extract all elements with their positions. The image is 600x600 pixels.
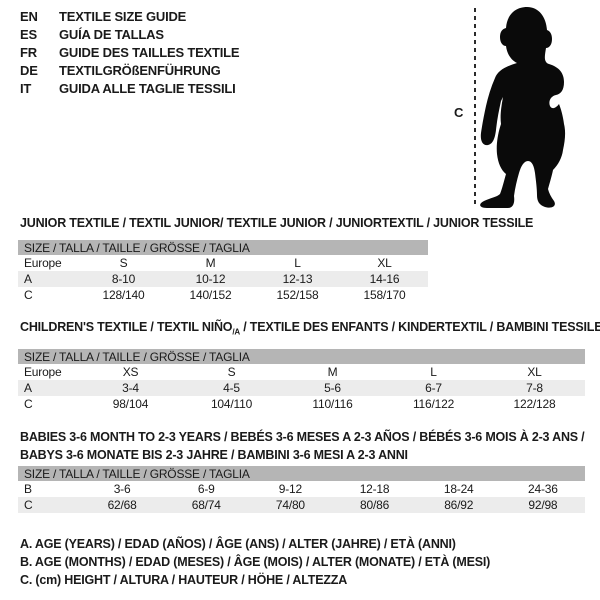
junior-size-table: SIZE / TALLA / TAILLE / GRÖSSE / TAGLIA … (18, 240, 428, 303)
cell: 62/68 (107, 498, 137, 512)
cell: 12-18 (359, 482, 390, 496)
cell: S (227, 365, 236, 379)
language-code: IT (20, 81, 32, 96)
cell: 116/122 (412, 397, 455, 411)
cell: 6-7 (425, 381, 442, 395)
babies-size-table: SIZE / TALLA / TAILLE / GRÖSSE / TAGLIA … (18, 466, 585, 513)
cell: 140/152 (189, 288, 232, 302)
cell: S (119, 256, 128, 270)
cell: 68/74 (191, 498, 221, 512)
table-row-height: C 98/104 104/110 110/116 116/122 122/128 (18, 396, 585, 412)
language-row-de: DE TEXTILGRÖßENFÜHRUNG (20, 62, 239, 80)
height-measure-dashed-line (474, 8, 476, 206)
table-row-height: C 62/68 68/74 74/80 80/86 86/92 92/98 (18, 497, 585, 513)
cell: 80/86 (360, 498, 390, 512)
guide-title-it: GUIDA ALLE TAGLIE TESSILI (59, 81, 236, 96)
row-label: A (24, 381, 32, 395)
children-title-suffix: / TEXTILE DES ENFANTS / KINDERTEXTIL / B… (239, 320, 600, 334)
language-code: ES (20, 27, 37, 42)
children-table-title: CHILDREN'S TEXTILE / TEXTIL NIÑO/A / TEX… (20, 318, 600, 342)
cell: 7-8 (526, 381, 543, 395)
row-label: Europe (24, 256, 62, 270)
guide-title-fr: GUIDE DES TAILLES TEXTILE (59, 45, 240, 60)
legend-footnotes: A. AGE (YEARS) / EDAD (AÑOS) / ÂGE (ANS)… (20, 535, 490, 589)
cell: 74/80 (275, 498, 305, 512)
table-row-europe: Europe S M L XL (18, 255, 428, 271)
language-code: DE (20, 63, 38, 78)
babies-title-line2: BABYS 3-6 MONATE BIS 2-3 JAHRE / BAMBINI… (20, 448, 408, 462)
cell: 3-6 (113, 482, 131, 496)
table-row-age: A 3-4 4-5 5-6 6-7 7-8 (18, 380, 585, 396)
cell: 152/158 (276, 288, 319, 302)
guide-title-en: TEXTILE SIZE GUIDE (59, 9, 187, 24)
cell: 6-9 (197, 482, 215, 496)
language-code: FR (20, 45, 37, 60)
children-title-subscript: /A (232, 327, 240, 337)
row-label: B (24, 482, 32, 496)
cell: 4-5 (223, 381, 240, 395)
height-measure-label: C (454, 105, 464, 120)
cell: XL (377, 256, 392, 270)
cell: 122/128 (513, 397, 556, 411)
size-header-bar: SIZE / TALLA / TAILLE / GRÖSSE / TAGLIA (18, 349, 585, 364)
row-label: C (24, 397, 33, 411)
cell: XL (527, 365, 542, 379)
guide-title-es: GUÍA DE TALLAS (59, 27, 164, 42)
row-label: Europe (24, 365, 62, 379)
cell: 10-12 (195, 272, 226, 286)
babies-title-line1: BABIES 3-6 MONTH TO 2-3 YEARS / BEBÉS 3-… (20, 430, 585, 444)
row-label: A (24, 272, 32, 286)
cell: M (205, 256, 216, 270)
language-row-es: ES GUÍA DE TALLAS (20, 26, 239, 44)
cell: 104/110 (210, 397, 253, 411)
row-label: C (24, 288, 33, 302)
cell: 98/104 (112, 397, 149, 411)
cell: 86/92 (444, 498, 474, 512)
cell: 128/140 (102, 288, 145, 302)
cell: 92/98 (528, 498, 558, 512)
children-size-table: SIZE / TALLA / TAILLE / GRÖSSE / TAGLIA … (18, 349, 585, 412)
cell: L (294, 256, 301, 270)
footnote-b: B. AGE (MONTHS) / EDAD (MESES) / ÂGE (MO… (20, 555, 491, 569)
language-row-fr: FR GUIDE DES TAILLES TEXTILE (20, 44, 240, 62)
footnote-a: A. AGE (YEARS) / EDAD (AÑOS) / ÂGE (ANS)… (20, 537, 456, 551)
table-row-age: A 8-10 10-12 12-13 14-16 (18, 271, 428, 287)
guide-title-de: TEXTILGRÖßENFÜHRUNG (59, 63, 221, 78)
cell: XS (122, 365, 139, 379)
size-header-bar: SIZE / TALLA / TAILLE / GRÖSSE / TAGLIA (18, 240, 428, 255)
cell: L (430, 365, 437, 379)
children-title-prefix: CHILDREN'S TEXTILE / TEXTIL NIÑO (20, 320, 233, 334)
language-code: EN (20, 9, 38, 24)
cell: 158/170 (363, 288, 406, 302)
cell: 24-36 (528, 482, 558, 496)
toddler-silhouette-icon (480, 7, 566, 208)
language-row-en: EN TEXTILE SIZE GUIDE (20, 8, 239, 26)
cell: 3-4 (122, 381, 139, 395)
table-row-age-months: B 3-6 6-9 9-12 12-18 18-24 24-36 (18, 481, 585, 497)
language-row-it: IT GUIDA ALLE TAGLIE TESSILI (20, 80, 239, 98)
size-header-bar: SIZE / TALLA / TAILLE / GRÖSSE / TAGLIA (18, 466, 585, 481)
footnote-c: C. (cm) HEIGHT / ALTURA / HAUTEUR / HÖHE… (20, 573, 348, 587)
table-row-europe: Europe XS S M L XL (18, 364, 585, 380)
cell: 12-13 (282, 272, 313, 286)
babies-table-title: BABIES 3-6 MONTH TO 2-3 YEARS / BEBÉS 3-… (20, 428, 585, 464)
cell: 14-16 (369, 272, 400, 286)
cell: 18-24 (443, 482, 474, 496)
cell: 9-12 (278, 482, 302, 496)
language-title-list: EN TEXTILE SIZE GUIDE ES GUÍA DE TALLAS … (20, 8, 240, 98)
measurement-figure: C (440, 0, 600, 215)
cell: M (327, 365, 338, 379)
table-row-height: C 128/140 140/152 152/158 158/170 (18, 287, 428, 303)
cell: 5-6 (324, 381, 341, 395)
row-label: C (24, 498, 33, 512)
cell: 110/116 (312, 397, 353, 411)
cell: 8-10 (111, 272, 136, 286)
junior-table-title: JUNIOR TEXTILE / TEXTIL JUNIOR/ TEXTILE … (20, 216, 534, 230)
